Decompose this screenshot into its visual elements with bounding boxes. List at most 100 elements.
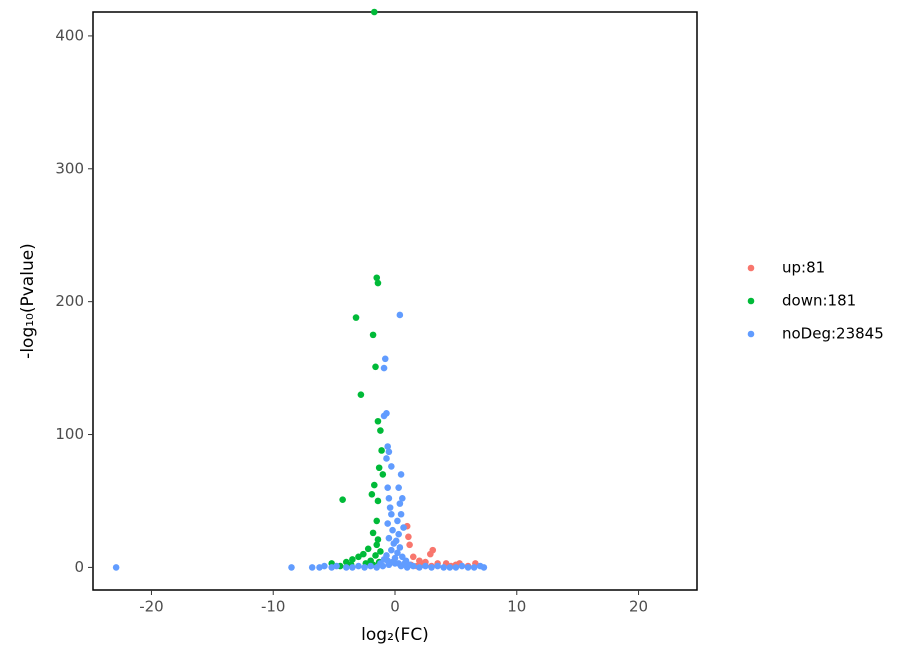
point	[394, 517, 401, 525]
point	[396, 311, 404, 319]
point	[373, 517, 381, 525]
point	[374, 536, 382, 543]
point	[401, 560, 409, 567]
point	[355, 553, 362, 561]
x-tick-label: -20	[139, 598, 164, 616]
point	[367, 562, 374, 570]
point	[380, 412, 388, 420]
point	[397, 510, 405, 518]
point	[464, 564, 472, 571]
point	[385, 495, 393, 502]
point	[369, 529, 377, 537]
legend-label: noDeg:23845	[782, 325, 884, 343]
point	[355, 562, 362, 570]
point	[458, 562, 466, 570]
point	[434, 562, 441, 570]
point	[372, 363, 379, 371]
point	[440, 564, 448, 571]
x-tick-label: -10	[261, 598, 286, 616]
point	[349, 556, 356, 563]
point	[357, 391, 365, 398]
y-tick-label: 100	[55, 425, 84, 443]
point	[374, 497, 382, 505]
point	[395, 530, 402, 538]
point	[384, 557, 391, 565]
point	[409, 553, 417, 561]
point	[384, 520, 391, 527]
legend-label: up:81	[782, 259, 825, 277]
y-axis-title: -log₁₀(Pvalue)	[18, 243, 38, 359]
legend-marker	[747, 297, 755, 305]
point	[374, 279, 382, 287]
y-tick-label: 0	[74, 558, 84, 576]
point	[370, 481, 378, 489]
point	[360, 550, 367, 558]
point	[369, 331, 377, 339]
point	[446, 564, 454, 571]
point	[370, 8, 378, 16]
point	[384, 484, 391, 491]
point	[342, 564, 350, 571]
point	[374, 417, 382, 425]
point	[372, 552, 379, 559]
point	[389, 526, 396, 534]
legend-marker	[747, 330, 755, 338]
point	[395, 484, 402, 491]
point	[378, 447, 385, 454]
point	[386, 504, 394, 511]
point	[349, 564, 356, 571]
point	[381, 355, 389, 363]
point	[480, 564, 488, 571]
point	[368, 491, 376, 498]
point	[364, 545, 372, 553]
point	[379, 471, 387, 478]
point	[385, 534, 393, 542]
point	[380, 364, 388, 372]
point	[452, 564, 460, 571]
legend-marker	[747, 264, 755, 272]
point	[400, 524, 407, 531]
y-tick-label: 400	[55, 26, 84, 44]
point	[308, 564, 316, 571]
point	[427, 550, 434, 558]
point	[373, 541, 381, 549]
point	[383, 455, 390, 462]
point	[395, 560, 402, 567]
point	[339, 496, 346, 503]
point	[385, 448, 393, 456]
x-tick-label: 10	[507, 598, 526, 616]
point	[333, 562, 340, 570]
x-axis-title: log₂(FC)	[361, 625, 429, 645]
point	[406, 541, 413, 549]
point	[390, 540, 398, 547]
point	[321, 562, 328, 570]
point	[405, 533, 412, 541]
point	[112, 564, 120, 571]
point	[377, 548, 384, 555]
point	[416, 564, 423, 571]
point	[388, 546, 395, 554]
x-tick-label: 20	[629, 598, 648, 616]
panel-border	[92, 11, 698, 591]
point	[361, 564, 368, 571]
y-tick-label: 300	[55, 159, 84, 177]
point	[352, 314, 360, 321]
point	[394, 549, 401, 557]
legend-label: down:181	[782, 292, 856, 310]
point	[342, 558, 350, 566]
point	[396, 544, 404, 551]
point	[373, 274, 381, 282]
point	[399, 495, 406, 502]
point	[470, 564, 478, 571]
y-tick-label: 200	[55, 292, 84, 310]
point	[422, 562, 429, 570]
x-tick-label: 0	[390, 598, 400, 616]
point	[384, 443, 391, 450]
point	[428, 564, 435, 571]
point	[388, 463, 395, 470]
point	[377, 560, 384, 567]
point	[396, 500, 404, 507]
point	[377, 427, 384, 434]
